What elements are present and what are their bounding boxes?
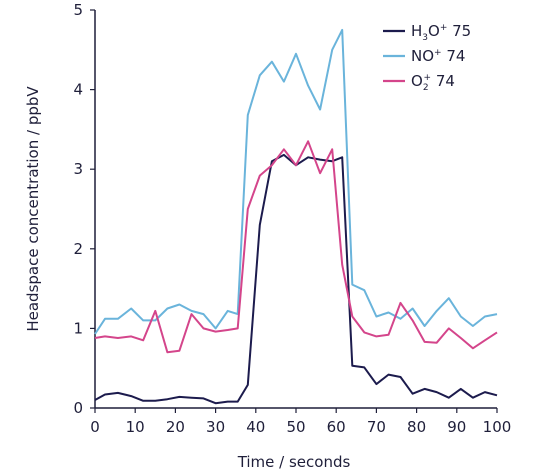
x-tick-label: 50 — [286, 418, 305, 436]
legend-label: H3O+ 75 — [411, 22, 471, 43]
y-tick-label: 4 — [73, 81, 83, 99]
series-line-2 — [94, 140, 498, 354]
y-tick-label: 5 — [73, 1, 83, 19]
x-tick-label: 20 — [166, 418, 185, 436]
x-tick-label: 90 — [447, 418, 466, 436]
x-tick-label: 100 — [483, 418, 512, 436]
series-lines — [94, 28, 498, 405]
y-tick-label: 2 — [73, 240, 83, 258]
legend-item-1: NO+ 74 — [383, 47, 465, 65]
x-tick-label: 60 — [327, 418, 346, 436]
x-tick-label: 10 — [126, 418, 145, 436]
legend-label: O2+ 74 — [411, 72, 455, 93]
x-axis-title: Time / seconds — [237, 453, 351, 471]
series-line-0 — [94, 153, 498, 405]
legend-item-0: H3O+ 75 — [383, 22, 471, 43]
axes: 0 10 20 30 40 50 60 70 80 90 100 0 1 2 3 4 5 — [73, 1, 511, 436]
x-tick-label: 0 — [90, 418, 100, 436]
legend-label: NO+ 74 — [411, 47, 465, 65]
y-axis-title: Headspace concentration / ppbV — [24, 86, 42, 332]
y-tick-label: 0 — [73, 399, 83, 417]
y-tick-label: 3 — [73, 160, 83, 178]
legend: H3O+ 75 NO+ 74 O2+ 74 — [383, 22, 471, 93]
x-tick-label: 30 — [206, 418, 225, 436]
x-tick-label: 80 — [407, 418, 426, 436]
legend-item-2: O2+ 74 — [383, 72, 455, 93]
x-tick-label: 40 — [246, 418, 265, 436]
series-line-1 — [94, 28, 498, 335]
y-tick-label: 1 — [73, 319, 83, 337]
x-tick-label: 70 — [367, 418, 386, 436]
